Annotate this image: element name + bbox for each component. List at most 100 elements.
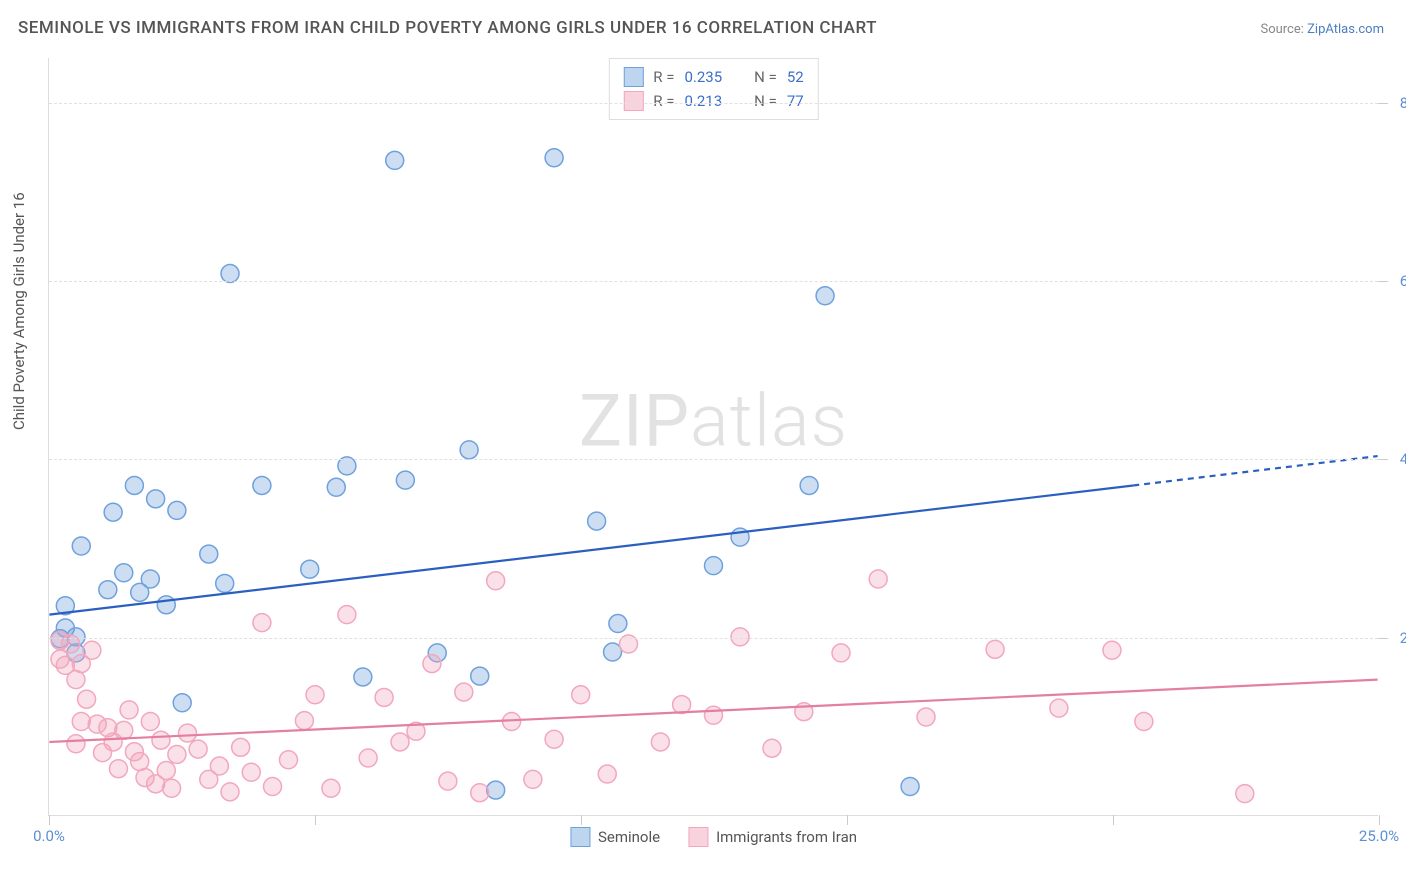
data-point <box>487 781 505 799</box>
data-point <box>83 641 101 659</box>
gridline-h <box>49 459 1378 460</box>
data-point <box>986 640 1004 658</box>
data-point <box>179 724 197 742</box>
stats-row-seminole: R = 0.235 N = 52 <box>623 65 803 89</box>
data-point <box>800 476 818 494</box>
data-point <box>78 690 96 708</box>
data-point <box>375 688 393 706</box>
data-point <box>221 783 239 801</box>
y-tick-label: 40.0% <box>1400 450 1406 468</box>
data-point <box>72 537 90 555</box>
data-point <box>306 686 324 704</box>
swatch-iran <box>623 91 643 111</box>
data-point <box>604 643 622 661</box>
chart-canvas <box>49 58 1378 815</box>
y-tick-label: 60.0% <box>1400 272 1406 290</box>
data-point <box>109 760 127 778</box>
data-point <box>588 512 606 530</box>
gridline-h <box>49 103 1378 104</box>
data-point <box>1236 785 1254 803</box>
data-point <box>141 570 159 588</box>
data-point <box>763 739 781 757</box>
data-point <box>279 751 297 769</box>
source-prefix: Source: <box>1260 22 1307 37</box>
legend: Seminole Immigrants from Iran <box>570 827 857 847</box>
data-point <box>354 668 372 686</box>
data-point <box>157 596 175 614</box>
data-point <box>471 667 489 685</box>
trend-line-extrapolated <box>1133 456 1377 485</box>
data-point <box>673 696 691 714</box>
stats-n-label: N = <box>754 92 777 110</box>
data-point <box>832 644 850 662</box>
data-point <box>168 501 186 519</box>
data-point <box>487 572 505 590</box>
legend-swatch-seminole <box>570 827 590 847</box>
trend-line <box>49 680 1377 742</box>
x-tick <box>847 815 848 825</box>
data-point <box>396 471 414 489</box>
data-point <box>253 614 271 632</box>
x-tick <box>315 815 316 825</box>
data-point <box>869 570 887 588</box>
data-point <box>232 738 250 756</box>
gridline-h <box>49 638 1378 639</box>
source-attribution: Source: ZipAtlas.com <box>1260 22 1384 37</box>
x-tick <box>581 815 582 825</box>
y-tick <box>1378 281 1388 282</box>
data-point <box>651 733 669 751</box>
plot-area: ZIPatlas R = 0.235 N = 52 R = 0.213 N = … <box>48 58 1378 816</box>
data-point <box>221 265 239 283</box>
data-point <box>125 476 143 494</box>
gridline-h <box>49 281 1378 282</box>
data-point <box>705 557 723 575</box>
data-point <box>115 564 133 582</box>
data-point <box>264 778 282 796</box>
y-tick <box>1378 103 1388 104</box>
data-point <box>572 686 590 704</box>
data-point <box>157 761 175 779</box>
data-point <box>338 606 356 624</box>
data-point <box>327 478 345 496</box>
legend-label-iran: Immigrants from Iran <box>716 828 857 846</box>
data-point <box>391 733 409 751</box>
legend-item-iran: Immigrants from Iran <box>688 827 857 847</box>
data-point <box>322 779 340 797</box>
data-point <box>131 753 149 771</box>
data-point <box>67 735 85 753</box>
data-point <box>210 757 228 775</box>
x-tick <box>1379 815 1380 825</box>
data-point <box>1135 713 1153 731</box>
stats-r-value-iran: 0.213 <box>684 92 722 110</box>
data-point <box>705 706 723 724</box>
data-point <box>460 441 478 459</box>
stats-n-value-iran: 77 <box>787 92 804 110</box>
stats-row-iran: R = 0.213 N = 77 <box>623 89 803 113</box>
data-point <box>200 545 218 563</box>
x-tick <box>49 815 50 825</box>
x-tick <box>1113 815 1114 825</box>
data-point <box>386 151 404 169</box>
data-point <box>115 721 133 739</box>
legend-item-seminole: Seminole <box>570 827 660 847</box>
x-tick-label: 25.0% <box>1359 827 1399 845</box>
y-tick-label: 80.0% <box>1400 94 1406 112</box>
data-point <box>168 745 186 763</box>
data-point <box>471 784 489 802</box>
data-point <box>301 560 319 578</box>
data-point <box>917 708 935 726</box>
data-point <box>545 730 563 748</box>
legend-label-seminole: Seminole <box>598 828 660 846</box>
data-point <box>1103 641 1121 659</box>
stats-r-label: R = <box>653 92 674 110</box>
source-link[interactable]: ZipAtlas.com <box>1307 22 1384 37</box>
y-tick <box>1378 459 1388 460</box>
data-point <box>816 287 834 305</box>
stats-n-value-seminole: 52 <box>787 68 804 86</box>
data-point <box>72 713 90 731</box>
data-point <box>439 772 457 790</box>
data-point <box>99 581 117 599</box>
data-point <box>216 574 234 592</box>
x-tick-label: 0.0% <box>33 827 65 845</box>
chart-title: SEMINOLE VS IMMIGRANTS FROM IRAN CHILD P… <box>18 18 877 38</box>
